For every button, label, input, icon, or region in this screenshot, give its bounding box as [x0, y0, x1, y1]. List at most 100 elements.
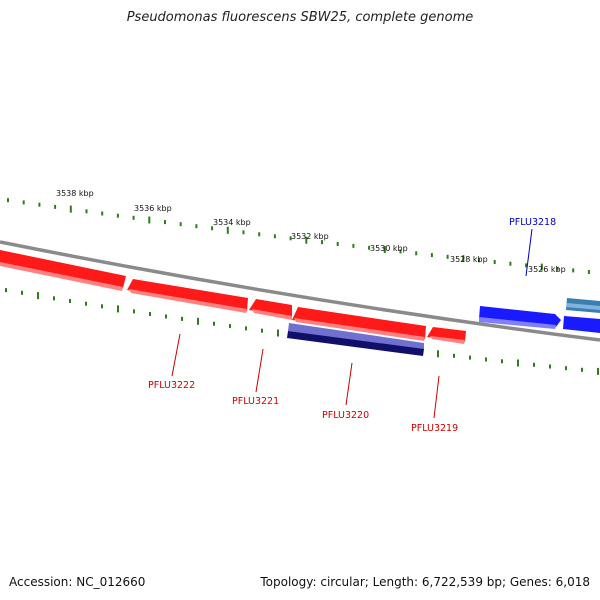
- outer-minor-tick: [85, 209, 88, 214]
- gene-label-pflu3220: PFLU3220: [322, 410, 369, 421]
- outer-minor-tick: [321, 240, 323, 245]
- gene-pflu3220-arrow[interactable]: [249, 299, 292, 318]
- scale-label: 3532 kbp: [291, 232, 329, 241]
- gene-pflu3222-arrow[interactable]: [0, 250, 126, 288]
- outer-minor-tick: [525, 263, 528, 268]
- inner-minor-tick: [69, 299, 71, 303]
- scale-labels: 3538 kbp 3536 kbp 3534 kbp 3532 kbp 3530 kbp…: [56, 189, 566, 274]
- outer-major-tick: [226, 226, 229, 234]
- inner-minor-tick: [229, 324, 231, 329]
- outer-minor-tick: [54, 204, 57, 209]
- gene-pflu3219-highlight-a: [294, 318, 425, 341]
- gene-label-pflu3222: PFLU3222: [148, 380, 195, 391]
- outer-minor-tick: [399, 249, 402, 254]
- outer-major-tick: [462, 255, 465, 263]
- outer-major-tick: [383, 246, 386, 254]
- outer-minor-tick: [116, 213, 119, 218]
- inner-major-tick: [37, 292, 39, 300]
- leader-pflu3222: [171, 333, 181, 377]
- gene-pflu3219-arrow-a[interactable]: [292, 307, 426, 339]
- inner-minor-tick: [549, 364, 551, 369]
- gene-pflu3218-arrow[interactable]: [479, 306, 561, 327]
- gene-pflu3222-highlight: [0, 262, 123, 291]
- outer-minor-tick: [101, 211, 104, 216]
- outer-major-tick: [305, 236, 308, 244]
- gene-next-teal-highlight: [566, 303, 600, 310]
- outer-minor-tick: [273, 234, 276, 239]
- outer-major-tick: [69, 205, 72, 213]
- outer-major-tick: [148, 216, 151, 224]
- inner-minor-tick: [261, 328, 263, 333]
- gene-next-forward-arrow[interactable]: [563, 316, 600, 333]
- outer-minor-tick: [38, 202, 41, 207]
- outer-minor-tick: [22, 200, 25, 205]
- inner-major-tick: [517, 359, 519, 367]
- gene-pflu3220-highlight: [252, 309, 292, 320]
- inner-minor-tick: [133, 309, 135, 314]
- inner-minor-tick: [245, 326, 247, 331]
- outer-minor-tick: [242, 230, 245, 235]
- genome-backbone: [0, 240, 600, 342]
- outer-minor-tick: [478, 258, 480, 263]
- inner-minor-tick: [181, 316, 183, 321]
- leader-pflu3219: [433, 375, 440, 419]
- inner-minor-tick: [565, 366, 567, 371]
- leader-pflu3218: [525, 228, 533, 277]
- outer-minor-tick: [132, 215, 135, 220]
- leader-pflu3221: [255, 348, 264, 393]
- inner-minor-tick: [53, 296, 55, 301]
- outer-tick-row: [7, 198, 590, 274]
- scale-label: 3526 kbp: [528, 265, 566, 274]
- inner-major-tick: [437, 350, 439, 358]
- inner-minor-tick: [5, 288, 7, 293]
- genome-summary-text: Topology: circular; Length: 6,722,539 bp…: [260, 575, 590, 589]
- gene-label-pflu3221: PFLU3221: [232, 396, 279, 407]
- cds-bar-dark: [287, 331, 424, 356]
- scale-label: 3538 kbp: [56, 189, 94, 198]
- inner-major-tick: [597, 367, 599, 375]
- outer-minor-tick: [195, 224, 198, 229]
- outer-minor-tick: [258, 232, 261, 237]
- inner-minor-tick: [21, 290, 23, 295]
- outer-minor-tick: [211, 226, 214, 231]
- outer-minor-tick: [587, 270, 590, 274]
- inner-minor-tick: [469, 355, 471, 360]
- outer-minor-tick: [415, 251, 418, 256]
- inner-minor-tick: [533, 362, 535, 367]
- outer-minor-tick: [446, 254, 449, 259]
- outer-minor-tick: [368, 245, 371, 250]
- outer-minor-tick: [179, 222, 182, 227]
- inner-minor-tick: [501, 359, 503, 364]
- inner-minor-tick: [149, 312, 151, 316]
- scale-label: 3534 kbp: [213, 218, 251, 227]
- outer-minor-tick: [430, 253, 433, 258]
- cds-bar-light: [288, 323, 424, 350]
- gene-pflu3221-highlight: [129, 289, 247, 313]
- inner-minor-tick: [85, 301, 87, 306]
- inner-minor-tick: [581, 367, 583, 372]
- outer-minor-tick: [7, 198, 9, 203]
- outer-minor-tick: [336, 242, 339, 246]
- inner-minor-tick: [213, 321, 215, 326]
- outer-minor-tick: [572, 268, 575, 273]
- inner-minor-tick: [101, 304, 103, 309]
- outer-minor-tick: [509, 261, 512, 266]
- outer-minor-tick: [556, 266, 559, 271]
- inner-major-tick: [117, 305, 119, 313]
- gene-label-pflu3219: PFLU3219: [411, 423, 458, 434]
- outer-minor-tick: [164, 220, 166, 225]
- leader-pflu3220: [345, 362, 353, 406]
- scale-label: 3530 kbp: [370, 244, 408, 253]
- accession-text: Accession: NC_012660: [9, 575, 146, 589]
- inner-minor-tick: [485, 357, 487, 362]
- inner-major-tick: [197, 317, 199, 325]
- gene-pflu3218-highlight: [479, 317, 556, 329]
- inner-minor-tick: [453, 353, 455, 358]
- gene-label-pflu3218: PFLU3218: [509, 217, 556, 228]
- scale-label: 3528 kbp: [450, 255, 488, 264]
- outer-minor-tick: [289, 236, 292, 241]
- map-title: Pseudomonas fluorescens SBW25, complete …: [126, 10, 474, 25]
- inner-major-tick: [277, 329, 279, 337]
- gene-pflu3221-arrow[interactable]: [127, 279, 248, 311]
